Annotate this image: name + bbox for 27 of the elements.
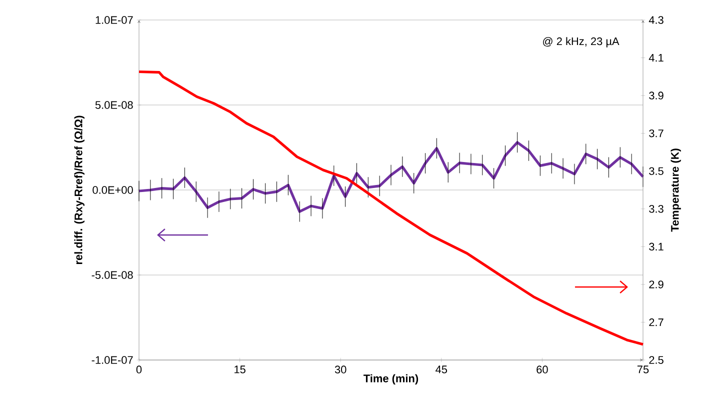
line-series bbox=[138, 70, 644, 346]
x-tick-label: 15 bbox=[234, 366, 246, 374]
x-tick-label: 75 bbox=[637, 366, 649, 374]
y2-tick-label: 2.9 bbox=[649, 280, 664, 288]
y-axis-title: rel.diff. (Rxy-Rref)/Rref (Ω/Ω) bbox=[74, 116, 84, 264]
y-tick-label: -1.0E-07 bbox=[92, 356, 133, 364]
x-axis-title: Time (min) bbox=[364, 374, 418, 384]
y2-tick-label: 3.7 bbox=[649, 129, 664, 138]
line-series bbox=[138, 141, 644, 213]
x-tick-label: 0 bbox=[136, 366, 142, 374]
y2-tick-label: 4.1 bbox=[648, 54, 664, 62]
y-tick-label: 0.0E+00 bbox=[92, 186, 133, 194]
annotation: @ 2 kHz, 23 µA bbox=[543, 37, 620, 48]
y2-tick-label: 4.3 bbox=[648, 16, 664, 24]
y-tick-label: 5.0E-08 bbox=[95, 101, 133, 109]
y-tick-label: -5.0E-08 bbox=[92, 271, 133, 279]
y2-tick-label: 3.1 bbox=[649, 242, 664, 251]
y2-tick-label: 2.7 bbox=[649, 318, 664, 326]
x-tick-label: 30 bbox=[334, 366, 346, 374]
y-tick-label: 1.0E-07 bbox=[96, 16, 133, 24]
y2-tick-label: 3.3 bbox=[649, 205, 664, 213]
y2-tick-label: 3.9 bbox=[649, 92, 664, 100]
x-tick-label: 45 bbox=[436, 366, 448, 374]
y2-axis-title: Temperature (K) bbox=[670, 148, 681, 232]
y2-tick-label: 3.5 bbox=[649, 167, 664, 175]
x-tick-label: 60 bbox=[536, 366, 548, 374]
y2-tick-label: 2.5 bbox=[649, 356, 664, 364]
